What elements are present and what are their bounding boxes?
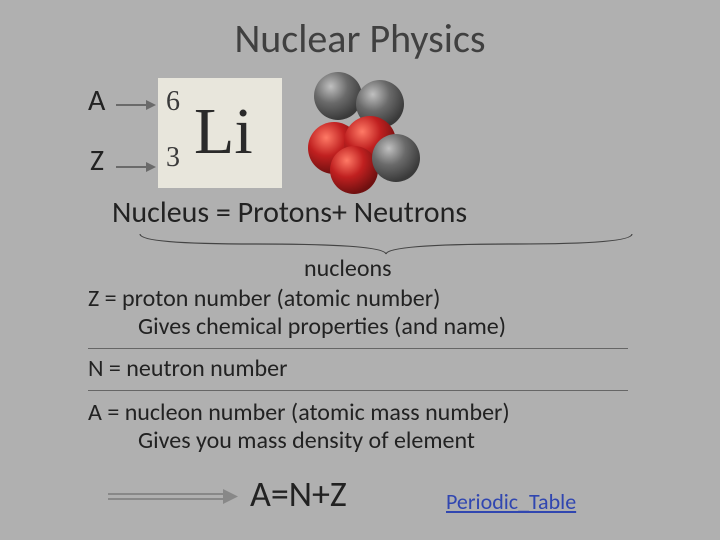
nucleons-label: nucleons — [304, 254, 391, 283]
label-z: Z — [90, 142, 104, 179]
element-mass: 6 — [166, 86, 180, 118]
periodic-table-link[interactable]: Periodic_Table — [446, 488, 576, 515]
page-title: Nuclear Physics — [0, 14, 720, 63]
z-definition: Z = proton number (atomic number) — [88, 284, 440, 313]
nucleus-diagram — [290, 66, 430, 206]
separator-2 — [88, 390, 628, 391]
element-symbol: Li — [194, 94, 253, 170]
a-description: Gives you mass density of element — [138, 426, 475, 455]
nucleus-equation: Nucleus = Protons+ Neutrons — [112, 194, 467, 231]
label-a: A — [88, 82, 105, 119]
z-description: Gives chemical properties (and name) — [138, 312, 506, 341]
element-atomic: 3 — [166, 142, 180, 174]
a-definition: A = nucleon number (atomic mass number) — [88, 398, 510, 427]
arrow-formula-icon — [108, 488, 238, 506]
formula: A=N+Z — [250, 472, 347, 516]
arrow-z-icon — [116, 160, 156, 174]
arrow-a-icon — [116, 98, 156, 112]
separator-1 — [88, 348, 628, 349]
n-definition: N = neutron number — [88, 354, 287, 383]
